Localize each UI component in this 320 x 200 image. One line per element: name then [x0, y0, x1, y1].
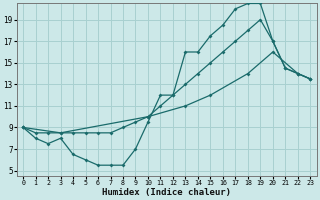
X-axis label: Humidex (Indice chaleur): Humidex (Indice chaleur) — [102, 188, 231, 197]
